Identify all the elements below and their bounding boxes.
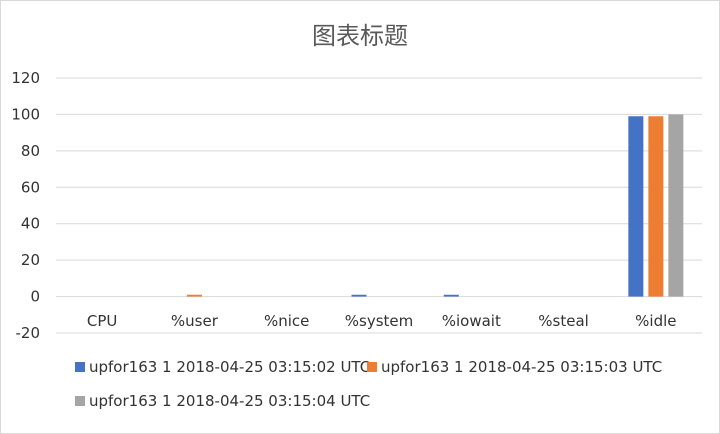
y-tick-label: 80: [21, 142, 40, 160]
bar: [648, 116, 664, 297]
legend-swatch: [75, 396, 85, 406]
bar: [351, 294, 367, 297]
legend-swatch: [367, 362, 377, 372]
gridlines: [56, 77, 702, 334]
x-tick-label: %nice: [264, 312, 309, 330]
legend-label: upfor163 1 2018-04-25 03:15:04 UTC: [89, 392, 370, 410]
legend-label: upfor163 1 2018-04-25 03:15:03 UTC: [381, 358, 662, 376]
bars: [186, 114, 684, 297]
legend: upfor163 1 2018-04-25 03:15:02 UTC upfor1…: [75, 358, 662, 410]
y-tick-label: 60: [21, 178, 40, 196]
x-tick-label: %steal: [538, 312, 589, 330]
bar: [443, 294, 459, 297]
x-tick-label: %user: [171, 312, 219, 330]
y-tick-label: 0: [30, 288, 40, 306]
legend-swatch: [75, 362, 85, 372]
x-tick-label: %system: [345, 312, 413, 330]
bar: [628, 116, 644, 297]
y-tick-label: 40: [21, 215, 40, 233]
y-tick-label: -20: [16, 324, 41, 342]
x-tick-label: CPU: [87, 312, 118, 330]
legend-label: upfor163 1 2018-04-25 03:15:02 UTC: [89, 358, 370, 376]
bar: [186, 294, 202, 297]
chart-title: 图表标题: [312, 22, 408, 50]
x-axis-tick-labels: CPU %user %nice %system %iowait %steal %idle: [87, 312, 677, 330]
y-tick-label: 100: [11, 105, 40, 123]
y-tick-label: 20: [21, 251, 40, 269]
x-tick-label: %idle: [635, 312, 676, 330]
y-tick-label: 120: [11, 69, 40, 87]
bar: [668, 114, 684, 297]
x-tick-label: %iowait: [442, 312, 501, 330]
y-axis-tick-labels: 120 100 80 60 40 20 0 -20: [11, 69, 40, 342]
